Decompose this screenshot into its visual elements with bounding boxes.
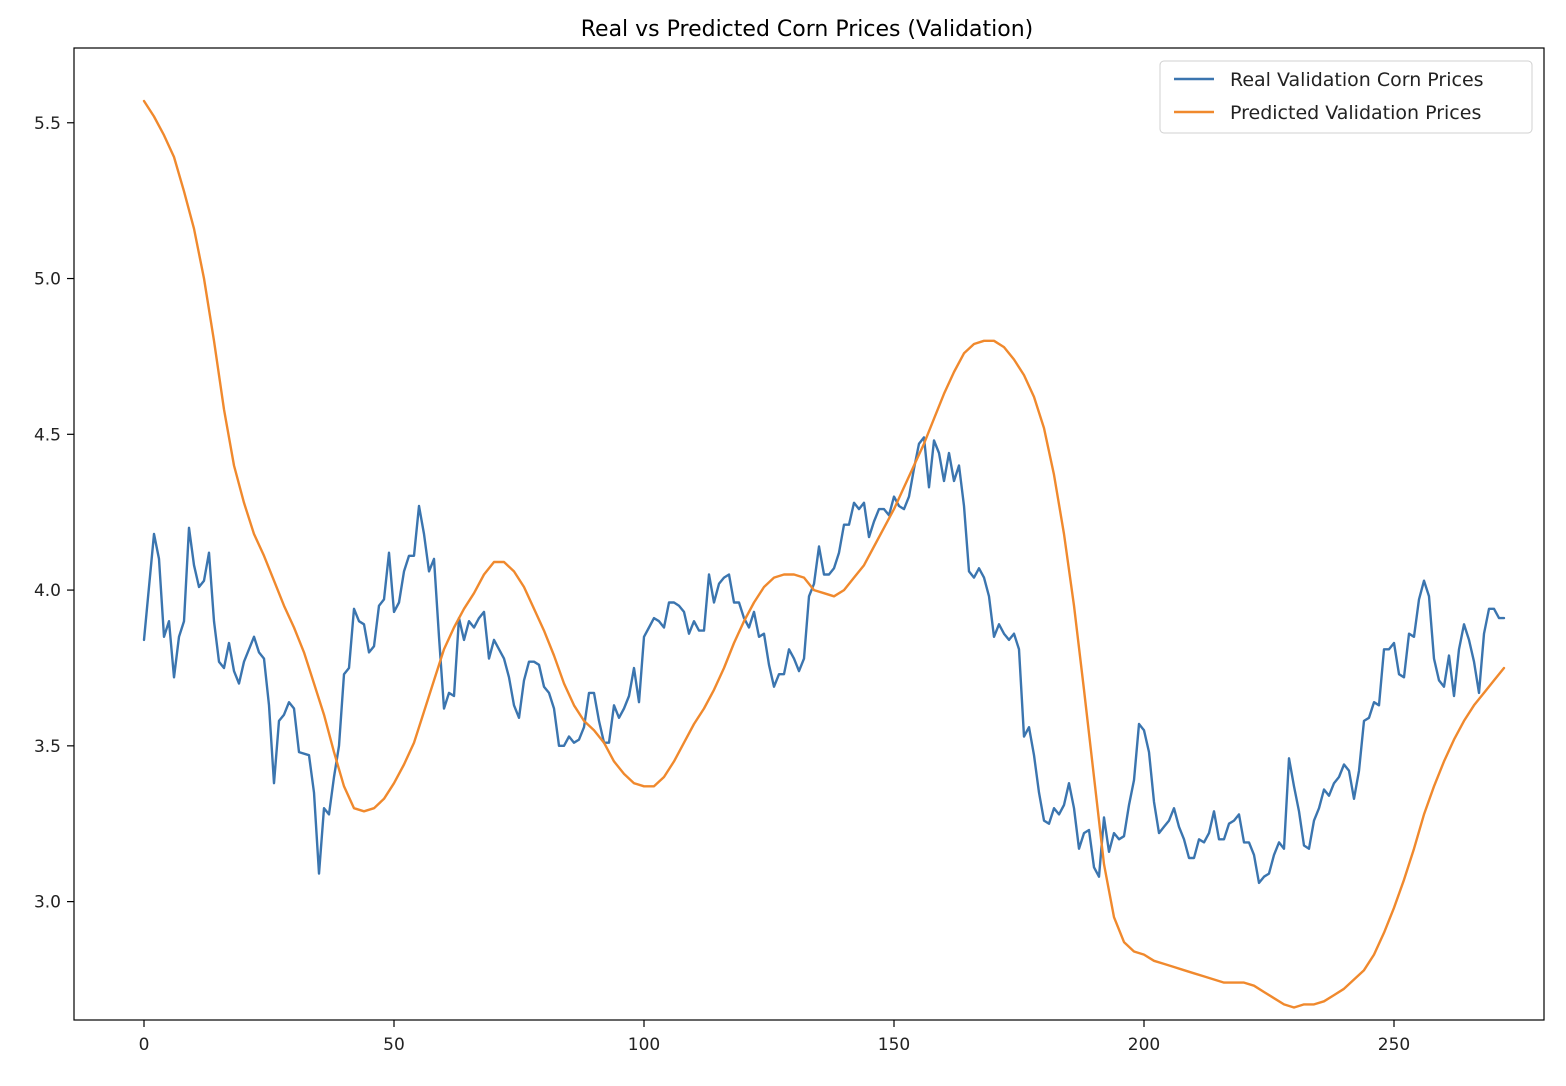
series-layer [142,99,1506,1009]
series-line-predicted [142,99,1506,1009]
legend-label-real: Real Validation Corn Prices [1230,69,1484,91]
x-tick-label: 0 [139,1035,150,1055]
series-line-real [142,436,1506,885]
x-tick-label: 100 [628,1035,660,1055]
y-tick-label: 5.5 [34,114,61,134]
x-tick-label: 150 [878,1035,910,1055]
y-tick-label: 4.5 [34,425,61,445]
legend: Real Validation Corn Prices Predicted Va… [1159,60,1533,134]
legend-label-predicted: Predicted Validation Prices [1230,102,1481,124]
chart-title: Real vs Predicted Corn Prices (Validatio… [581,17,1034,42]
x-axis: 0 50 100 150 200 250 [139,1020,1410,1055]
y-axis: 3.0 3.5 4.0 4.5 5.0 5.5 [34,114,74,913]
plot-area-frame [73,47,1545,1021]
legend-box [1159,60,1533,134]
x-tick-label: 250 [1378,1035,1410,1055]
x-tick-label: 50 [383,1035,405,1055]
x-tick-label: 200 [1128,1035,1160,1055]
y-tick-label: 3.0 [34,893,61,913]
y-tick-label: 4.0 [34,581,61,601]
y-tick-label: 5.0 [34,270,61,290]
y-tick-label: 3.5 [34,737,61,757]
